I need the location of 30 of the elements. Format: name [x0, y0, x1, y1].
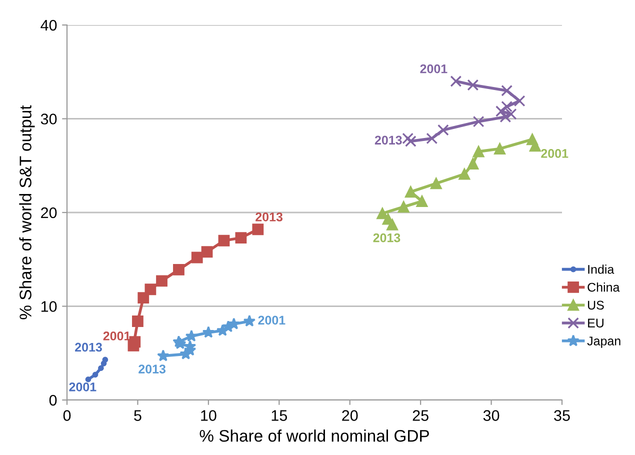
annotation: 2001 [541, 149, 568, 158]
annotation: 2001 [258, 316, 286, 325]
x-tick-label: 0 [63, 410, 71, 421]
annotation: 2013 [75, 342, 102, 352]
x-axis-title: % Share of world nominal GDP [200, 430, 429, 442]
annotation: 2001 [69, 382, 96, 392]
legend-label: EU [588, 318, 604, 328]
x-tick-label: 25 [412, 410, 428, 421]
legend-label: Japan [587, 336, 620, 348]
annotation: 2013 [373, 233, 400, 242]
annotation: 2013 [256, 212, 283, 222]
annotation: 2013 [374, 136, 402, 145]
x-tick-label: 35 [554, 410, 570, 421]
annotation: 2001 [103, 332, 130, 340]
y-tick-label: 20 [41, 207, 57, 218]
y-axis-title: % Share of world S&T output [19, 105, 35, 320]
y-tick-label: 40 [40, 20, 57, 31]
annotation: 2013 [138, 364, 166, 374]
annotation: 2001 [420, 64, 448, 74]
x-tick-label: 20 [342, 410, 358, 421]
x-tick-label: 10 [201, 410, 216, 421]
legend-label: China [588, 282, 620, 292]
y-tick-label: 10 [41, 301, 57, 312]
legend-label: US [588, 300, 604, 310]
legend-label: India [588, 264, 614, 274]
x-tick-label: 15 [272, 410, 287, 421]
y-tick-label: 30 [40, 114, 57, 124]
y-tick-label: 0 [49, 394, 57, 406]
x-tick-label: 5 [134, 410, 142, 421]
x-tick-label: 30 [483, 410, 500, 421]
